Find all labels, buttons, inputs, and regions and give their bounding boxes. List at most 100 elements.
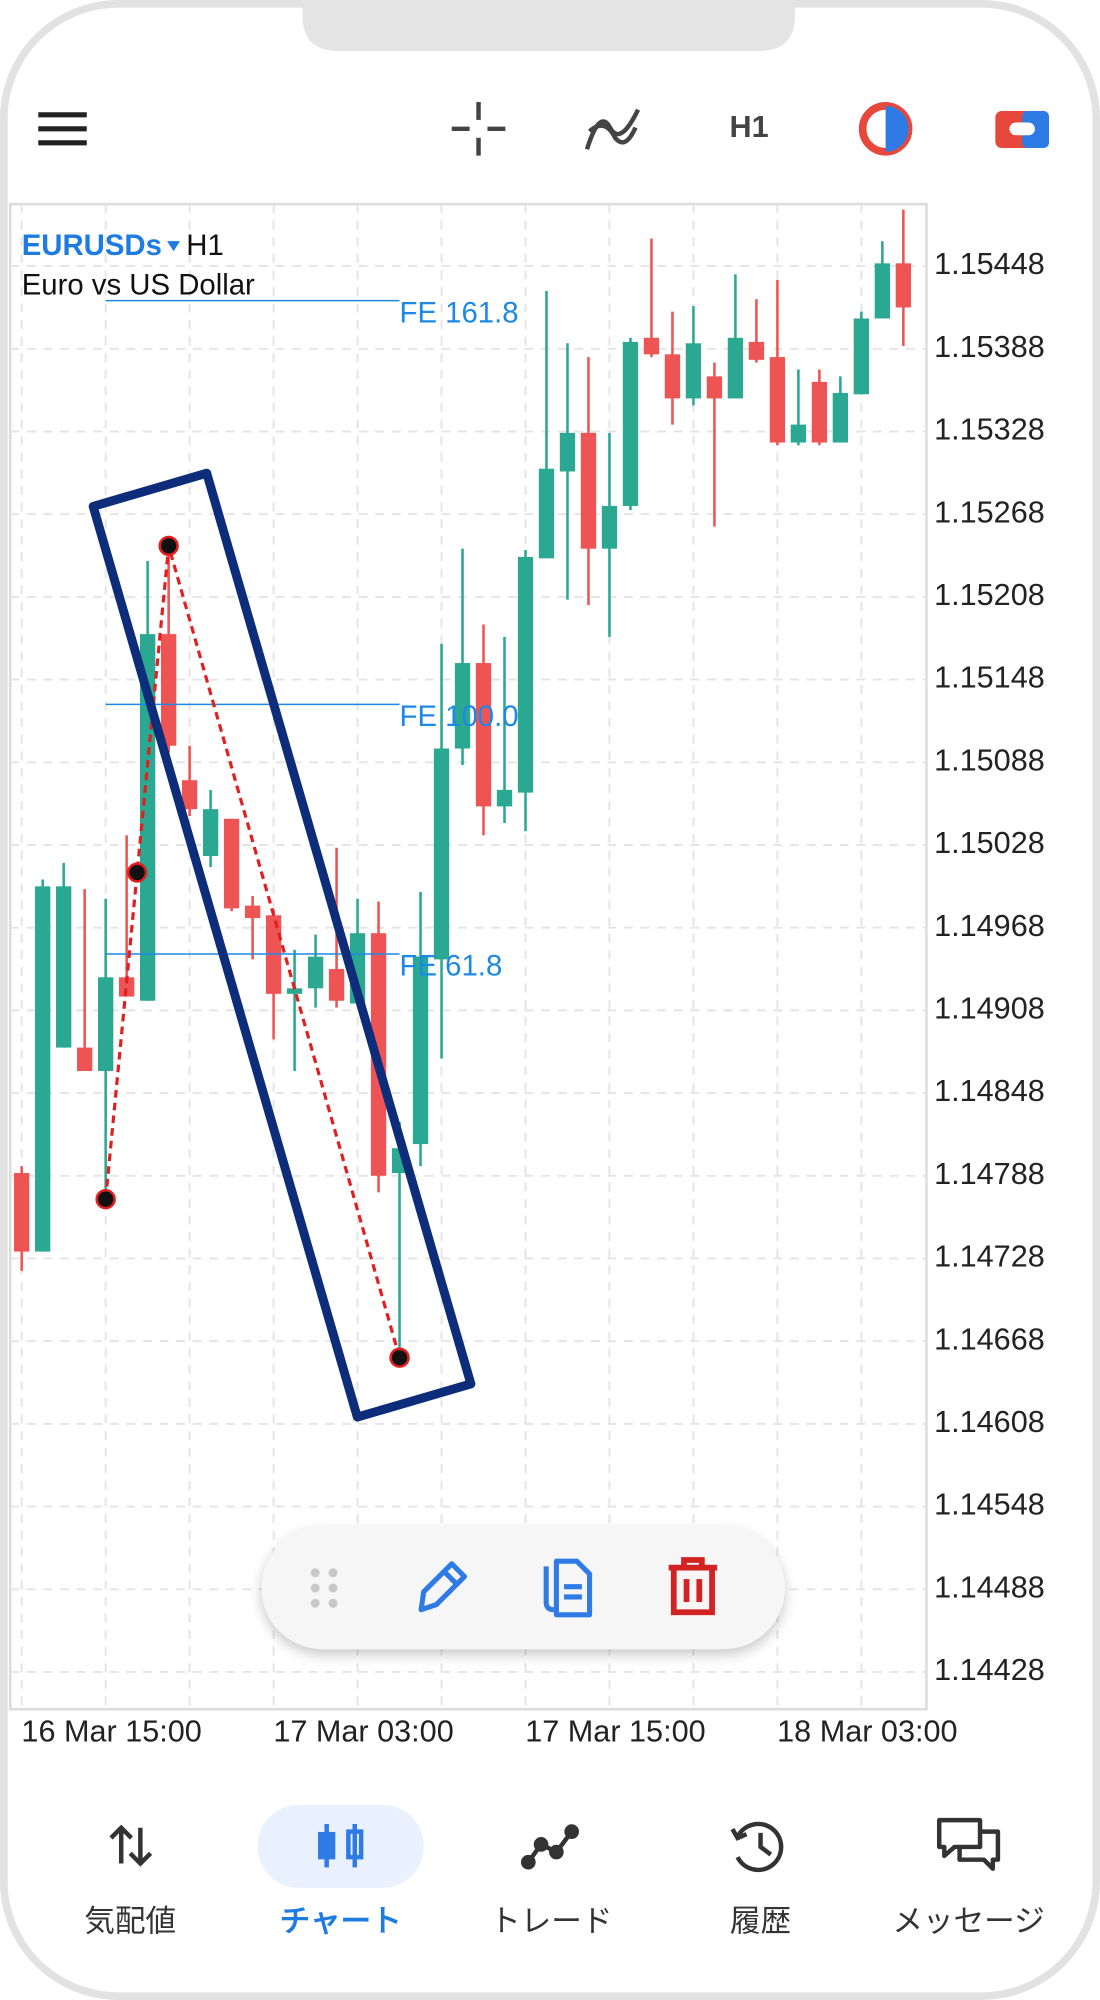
nav-label[interactable]: 履歴 xyxy=(730,1905,791,1939)
y-tick-label: 1.15328 xyxy=(934,413,1045,447)
y-tick-label: 1.14728 xyxy=(934,1240,1045,1274)
chart-icon[interactable] xyxy=(318,1823,364,1868)
bottom-nav: 気配値 チャート トレード 履歴 メッセージ xyxy=(84,1905,1045,1939)
y-tick-label: 1.14428 xyxy=(934,1653,1045,1687)
candle-body xyxy=(244,905,261,919)
drag-handle[interactable] xyxy=(310,1568,338,1608)
y-tick-label: 1.14908 xyxy=(934,991,1045,1025)
y-tick-label: 1.15088 xyxy=(934,743,1045,777)
trading-button[interactable] xyxy=(858,102,913,156)
crosshair-button[interactable] xyxy=(451,102,506,156)
symbol-dropdown-arrow[interactable] xyxy=(167,241,180,252)
candle-body xyxy=(706,376,723,399)
candle-body xyxy=(643,337,660,355)
candle-body xyxy=(517,556,534,793)
candle-body xyxy=(286,988,303,994)
candle-body xyxy=(223,818,240,909)
chart-timeframe: H1 xyxy=(186,229,224,262)
x-tick-label: 16 Mar 15:00 xyxy=(21,1715,201,1749)
notch xyxy=(302,0,796,52)
fe-point[interactable] xyxy=(95,1189,116,1210)
delete-button[interactable] xyxy=(668,1557,718,1616)
trade-icon[interactable] xyxy=(520,1824,580,1870)
candle-body xyxy=(538,468,555,559)
candle-body xyxy=(685,343,702,399)
candle-body xyxy=(454,663,471,749)
symbol-name[interactable]: EURUSDs xyxy=(22,229,162,262)
candle-body xyxy=(160,634,177,746)
y-tick-label: 1.14848 xyxy=(934,1074,1045,1108)
candle-body xyxy=(622,341,639,506)
candle-body xyxy=(118,977,135,997)
fe-point[interactable] xyxy=(158,535,179,557)
fe-level-label: FE 161.8 xyxy=(400,296,519,329)
candle-body xyxy=(580,432,597,549)
candle-body xyxy=(559,432,576,472)
candle-body xyxy=(35,886,51,1252)
candle-body xyxy=(853,318,870,395)
edit-button[interactable] xyxy=(418,1561,468,1613)
y-tick-label: 1.15388 xyxy=(934,330,1045,364)
candle-body xyxy=(56,886,72,1048)
candle-body xyxy=(14,1173,30,1252)
candle-body xyxy=(769,357,786,443)
copy-button[interactable] xyxy=(543,1558,593,1618)
x-tick-label: 18 Mar 03:00 xyxy=(777,1715,957,1749)
candle-body xyxy=(496,789,513,807)
history-icon[interactable] xyxy=(730,1821,784,1873)
x-tick-label: 17 Mar 15:00 xyxy=(525,1715,705,1749)
plot-border xyxy=(8,202,928,1711)
candle-body xyxy=(328,969,345,1001)
fe-level-label: FE 100.0 xyxy=(400,700,519,733)
candle-body xyxy=(412,956,429,1145)
nav-label[interactable]: チャート xyxy=(280,1905,402,1939)
candle-body xyxy=(811,381,828,443)
candle-body xyxy=(748,341,765,360)
candle-body xyxy=(874,263,891,319)
candle-body xyxy=(77,1047,93,1072)
chart[interactable]: 1.15448 1.15388 1.15328 1.15268 1.15208 1.151… xyxy=(8,202,1045,1749)
y-tick-label: 1.14488 xyxy=(934,1570,1045,1604)
messages-icon[interactable] xyxy=(936,1817,1001,1871)
candle-body xyxy=(727,337,744,399)
nav-label[interactable]: トレード xyxy=(490,1905,612,1939)
x-tick-label: 17 Mar 03:00 xyxy=(273,1715,453,1749)
fe-level-label: FE 61.8 xyxy=(400,950,503,983)
fe-handle[interactable] xyxy=(126,862,148,883)
menu-button[interactable] xyxy=(38,112,87,146)
candle-body xyxy=(790,424,807,443)
candle-body xyxy=(664,354,681,399)
candle-body xyxy=(307,956,324,989)
candle-body xyxy=(181,780,198,810)
y-tick-label: 1.14668 xyxy=(934,1322,1045,1356)
y-tick-label: 1.15028 xyxy=(934,826,1045,860)
candle-body xyxy=(433,748,450,960)
nav-label[interactable]: メッセージ xyxy=(892,1905,1044,1939)
y-tick-label: 1.15448 xyxy=(934,247,1045,281)
y-tick-label: 1.14548 xyxy=(934,1488,1045,1522)
quotes-icon[interactable] xyxy=(109,1824,153,1867)
y-tick-label: 1.15208 xyxy=(934,578,1045,612)
account-button[interactable] xyxy=(995,110,1049,148)
selection-highlight xyxy=(88,468,476,1422)
timeframe-button[interactable]: H1 xyxy=(729,110,768,144)
object-toolbar xyxy=(261,1526,785,1650)
fe-point[interactable] xyxy=(389,1347,410,1368)
y-tick-label: 1.14608 xyxy=(934,1405,1045,1439)
nav-label[interactable]: 気配値 xyxy=(84,1905,176,1939)
y-tick-label: 1.15148 xyxy=(934,661,1045,695)
active-tab-indicator xyxy=(257,1804,424,1888)
y-tick-label: 1.14968 xyxy=(934,909,1045,943)
candle-body xyxy=(832,392,849,443)
candle-body xyxy=(98,977,114,1072)
symbol-description: Euro vs US Dollar xyxy=(22,269,255,302)
candle-body xyxy=(202,809,219,857)
indicators-button[interactable] xyxy=(584,108,641,150)
candle-body xyxy=(895,263,912,308)
y-tick-label: 1.15268 xyxy=(934,495,1045,529)
y-tick-label: 1.14788 xyxy=(934,1157,1045,1191)
candle-body xyxy=(475,663,492,807)
